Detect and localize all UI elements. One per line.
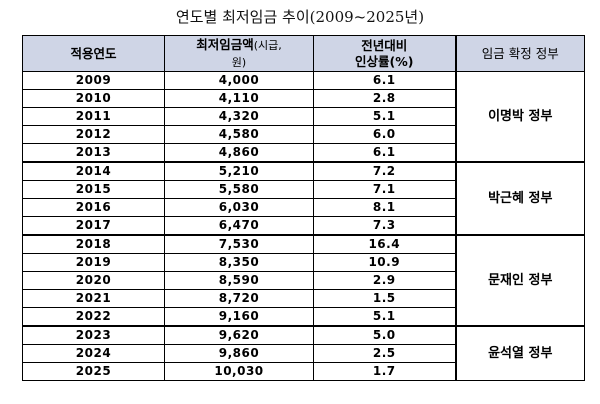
wage-cell: 4,110 xyxy=(164,89,314,108)
table-row: 2017 6,470 7.3 xyxy=(22,216,585,236)
year-cell: 2022 xyxy=(22,307,165,327)
wage-cell: 9,160 xyxy=(164,307,314,327)
table-row: 2012 4,580 6.0 xyxy=(22,125,585,144)
year-cell: 2017 xyxy=(22,216,165,236)
rate-cell: 2.5 xyxy=(313,344,456,363)
header-wage-line1: 최저임금액 xyxy=(196,36,254,52)
table-body: 2009 4,000 6.1 이명박 정부 2010 4,110 2.8 2011 4,320 5… xyxy=(22,71,585,381)
wage-cell: 8,590 xyxy=(164,271,314,290)
wage-cell: 7,530 xyxy=(164,234,314,254)
wage-cell: 5,580 xyxy=(164,180,314,199)
wage-cell: 4,320 xyxy=(164,107,314,126)
table-row: 2024 9,860 2.5 xyxy=(22,344,585,363)
government-cell: 문재인 정부 xyxy=(454,234,585,327)
year-cell: 2018 xyxy=(22,234,165,254)
year-cell: 2009 xyxy=(22,71,165,90)
government-cell: 윤석열 정부 xyxy=(454,325,585,381)
rate-cell: 10.9 xyxy=(313,253,456,272)
table-row: 2013 4,860 6.1 xyxy=(22,143,585,163)
header-year: 적용연도 xyxy=(22,35,165,72)
rate-cell: 2.8 xyxy=(313,89,456,108)
government-cell: 이명박 정부 xyxy=(454,71,585,163)
page-title: 연도별 최저임금 추이(2009~2025년) xyxy=(175,8,425,26)
header-rate-line2: 인상률(%) xyxy=(355,53,414,69)
wage-cell: 8,720 xyxy=(164,289,314,308)
year-cell: 2020 xyxy=(22,271,165,290)
wage-cell: 4,000 xyxy=(164,71,314,90)
table-row: 2021 8,720 1.5 xyxy=(22,289,585,308)
table-row: 2020 8,590 2.9 xyxy=(22,271,585,290)
rate-cell: 6.0 xyxy=(313,125,456,144)
rate-cell: 7.3 xyxy=(313,216,456,236)
rate-cell: 7.2 xyxy=(313,161,456,181)
header-wage-line2: 원) xyxy=(231,55,247,69)
table-row: 2009 4,000 6.1 이명박 정부 xyxy=(22,71,585,163)
table-header-row: 적용연도 최저임금액(시급, 원) 전년대비 인상률(%) 임금 확정 정부 xyxy=(22,35,585,72)
year-cell: 2023 xyxy=(22,325,165,345)
government-cell: 박근혜 정부 xyxy=(454,161,585,236)
wage-cell: 4,860 xyxy=(164,143,314,163)
table-row: 2011 4,320 5.1 xyxy=(22,107,585,126)
wage-cell: 9,860 xyxy=(164,344,314,363)
header-rate: 전년대비 인상률(%) xyxy=(313,35,456,72)
table-row: 2018 7,530 16.4 문재인 정부 xyxy=(22,234,585,327)
year-cell: 2012 xyxy=(22,125,165,144)
rate-cell: 5.0 xyxy=(313,325,456,345)
rate-cell: 1.7 xyxy=(313,362,456,381)
wage-cell: 10,030 xyxy=(164,362,314,381)
rate-cell: 5.1 xyxy=(313,307,456,327)
table-row: 2016 6,030 8.1 xyxy=(22,198,585,217)
year-cell: 2010 xyxy=(22,89,165,108)
year-cell: 2025 xyxy=(22,362,165,381)
year-cell: 2016 xyxy=(22,198,165,217)
rate-cell: 5.1 xyxy=(313,107,456,126)
year-cell: 2021 xyxy=(22,289,165,308)
rate-cell: 2.9 xyxy=(313,271,456,290)
header-wage-unit: (시급, xyxy=(253,38,282,52)
year-cell: 2015 xyxy=(22,180,165,199)
header-wage: 최저임금액(시급, 원) xyxy=(164,35,314,72)
minimum-wage-table: 적용연도 최저임금액(시급, 원) 전년대비 인상률(%) 임금 확정 정부 2… xyxy=(22,35,585,381)
rate-cell: 16.4 xyxy=(313,234,456,254)
wage-cell: 8,350 xyxy=(164,253,314,272)
year-cell: 2011 xyxy=(22,107,165,126)
wage-cell: 6,470 xyxy=(164,216,314,236)
header-rate-line1: 전년대비 xyxy=(361,37,408,53)
wage-cell: 4,580 xyxy=(164,125,314,144)
table-row: 2014 5,210 7.2 박근혜 정부 xyxy=(22,161,585,236)
table-row: 2023 9,620 5.0 윤석열 정부 xyxy=(22,325,585,381)
rate-cell: 6.1 xyxy=(313,143,456,163)
table-row: 2025 10,030 1.7 xyxy=(22,362,585,381)
rate-cell: 1.5 xyxy=(313,289,456,308)
table-row: 2015 5,580 7.1 xyxy=(22,180,585,199)
header-government: 임금 확정 정부 xyxy=(454,35,585,72)
rate-cell: 7.1 xyxy=(313,180,456,199)
year-cell: 2024 xyxy=(22,344,165,363)
rate-cell: 8.1 xyxy=(313,198,456,217)
year-cell: 2013 xyxy=(22,143,165,163)
wage-cell: 9,620 xyxy=(164,325,314,345)
table-row: 2019 8,350 10.9 xyxy=(22,253,585,272)
wage-cell: 5,210 xyxy=(164,161,314,181)
year-cell: 2014 xyxy=(22,161,165,181)
year-cell: 2019 xyxy=(22,253,165,272)
wage-cell: 6,030 xyxy=(164,198,314,217)
rate-cell: 6.1 xyxy=(313,71,456,90)
